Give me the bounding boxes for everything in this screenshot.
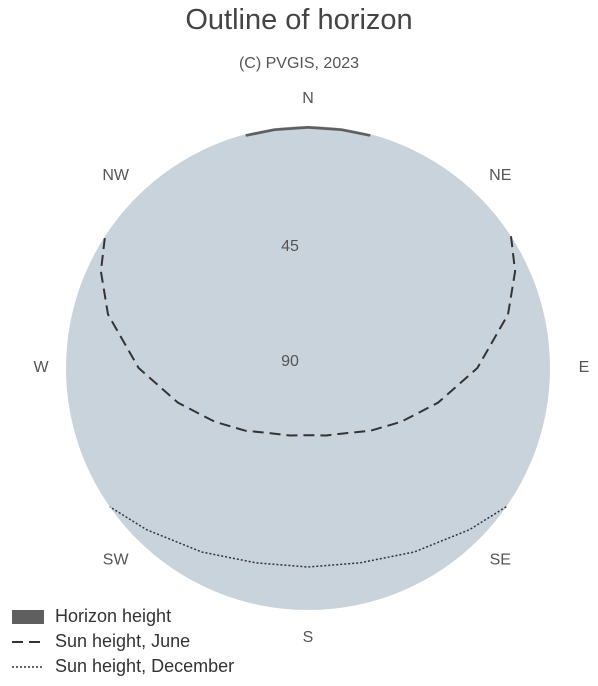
legend-swatch-december (12, 665, 44, 668)
legend-item-horizon: Horizon height (12, 604, 234, 629)
sky-disc (66, 126, 550, 610)
direction-label-ne: NE (489, 167, 511, 184)
direction-label-n: N (302, 90, 314, 107)
chart-title: Outline of horizon (185, 4, 413, 36)
chart-subtitle: (C) PVGIS, 2023 (238, 55, 360, 72)
direction-label-se: SE (490, 552, 511, 569)
legend-swatch-june (12, 640, 44, 643)
legend-label-december: Sun height, December (55, 656, 235, 676)
legend-swatch-horizon (12, 609, 44, 624)
direction-label-sw: SW (103, 552, 130, 569)
direction-label-e: E (579, 359, 590, 376)
legend-label-june: Sun height, June (55, 631, 191, 651)
sun-path-june (99, 236, 517, 437)
legend-item-december: Sun height, December (12, 654, 234, 679)
radial-tick-45: 45 (281, 238, 299, 255)
direction-label-w: W (33, 359, 49, 376)
legend: Horizon height Sun height, June Sun heig… (12, 604, 234, 679)
horizon-height-area (245, 126, 371, 137)
legend-item-june: Sun height, June (12, 629, 234, 654)
sun-path-december (109, 506, 507, 568)
radial-tick-90: 90 (281, 353, 299, 370)
direction-label-nw: NW (102, 167, 130, 184)
direction-label-s: S (303, 629, 314, 646)
legend-label-horizon: Horizon height (55, 606, 172, 626)
